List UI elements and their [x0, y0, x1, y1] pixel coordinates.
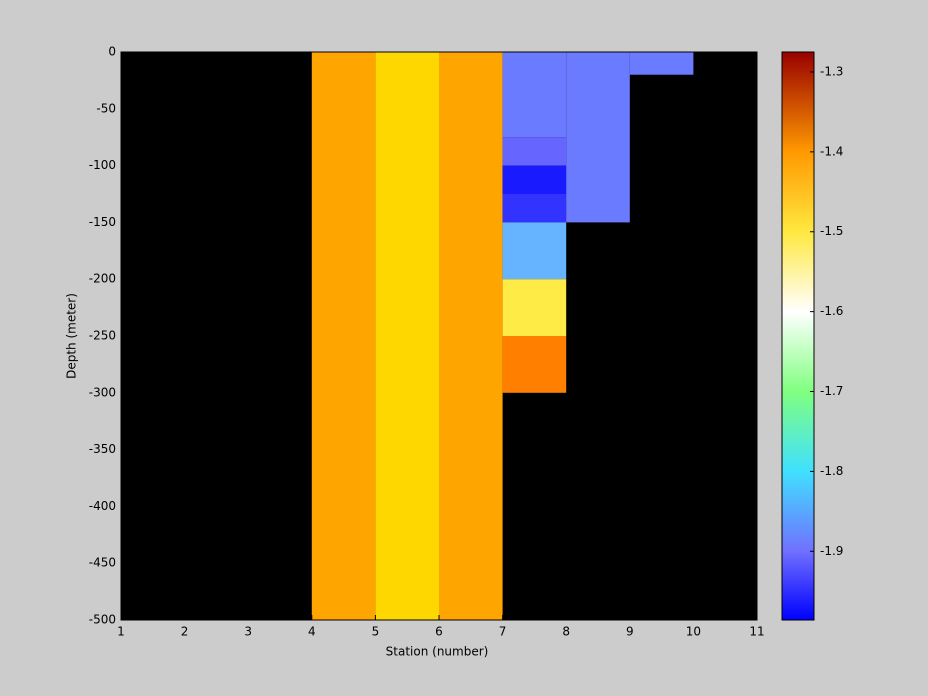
- heatmap-cell: [502, 137, 567, 166]
- colorbar-tick-label: -1.4: [820, 144, 843, 158]
- colorbar-tick-label: -1.3: [820, 64, 843, 78]
- y-tick-label: -400: [89, 499, 116, 513]
- y-tick-label: -500: [89, 613, 116, 627]
- x-tick-label: 9: [626, 625, 634, 639]
- colorbar: [781, 51, 815, 621]
- heatmap-cell: [566, 52, 630, 223]
- heatmap-cell: [502, 194, 567, 223]
- x-tick-label: 3: [244, 625, 252, 639]
- colorbar-tick-label: -1.6: [820, 304, 843, 318]
- heatmap-cell: [502, 336, 567, 393]
- x-tick-label: 1: [117, 625, 125, 639]
- x-tick-label: 11: [749, 625, 764, 639]
- heatmap-cell: [439, 52, 503, 620]
- heatmap-cell: [502, 165, 567, 194]
- y-tick-label: -50: [96, 101, 116, 115]
- y-axis-label: Depth (meter): [65, 293, 79, 379]
- heatmap-cell: [502, 222, 567, 280]
- y-tick-label: -200: [89, 272, 116, 286]
- heatmap-cell: [375, 52, 439, 620]
- x-tick-label: 4: [308, 625, 316, 639]
- x-tick-label: 7: [499, 625, 507, 639]
- heatmap-cell: [502, 52, 567, 138]
- x-tick-label: 10: [686, 625, 701, 639]
- heatmap-cell: [311, 52, 376, 620]
- x-tick-label: 5: [372, 625, 380, 639]
- heatmap-cell: [502, 279, 567, 336]
- y-tick-label: -350: [89, 442, 116, 456]
- heatmap-cell: [629, 52, 694, 75]
- y-tick-label: -450: [89, 556, 116, 570]
- x-tick-label: 6: [435, 625, 443, 639]
- y-tick-label: 0: [108, 45, 116, 59]
- colorbar-tick-label: -1.9: [820, 544, 843, 558]
- x-axis-label: Station (number): [386, 645, 489, 659]
- colorbar-tick-label: -1.7: [820, 384, 843, 398]
- x-tick-label: 8: [562, 625, 570, 639]
- y-tick-label: -300: [89, 385, 116, 399]
- y-tick-label: -150: [89, 215, 116, 229]
- colorbar-tick-label: -1.5: [820, 224, 843, 238]
- colorbar-tick-label: -1.8: [820, 464, 843, 478]
- y-tick-label: -250: [89, 329, 116, 343]
- y-tick-label: -100: [89, 158, 116, 172]
- x-tick-label: 2: [181, 625, 189, 639]
